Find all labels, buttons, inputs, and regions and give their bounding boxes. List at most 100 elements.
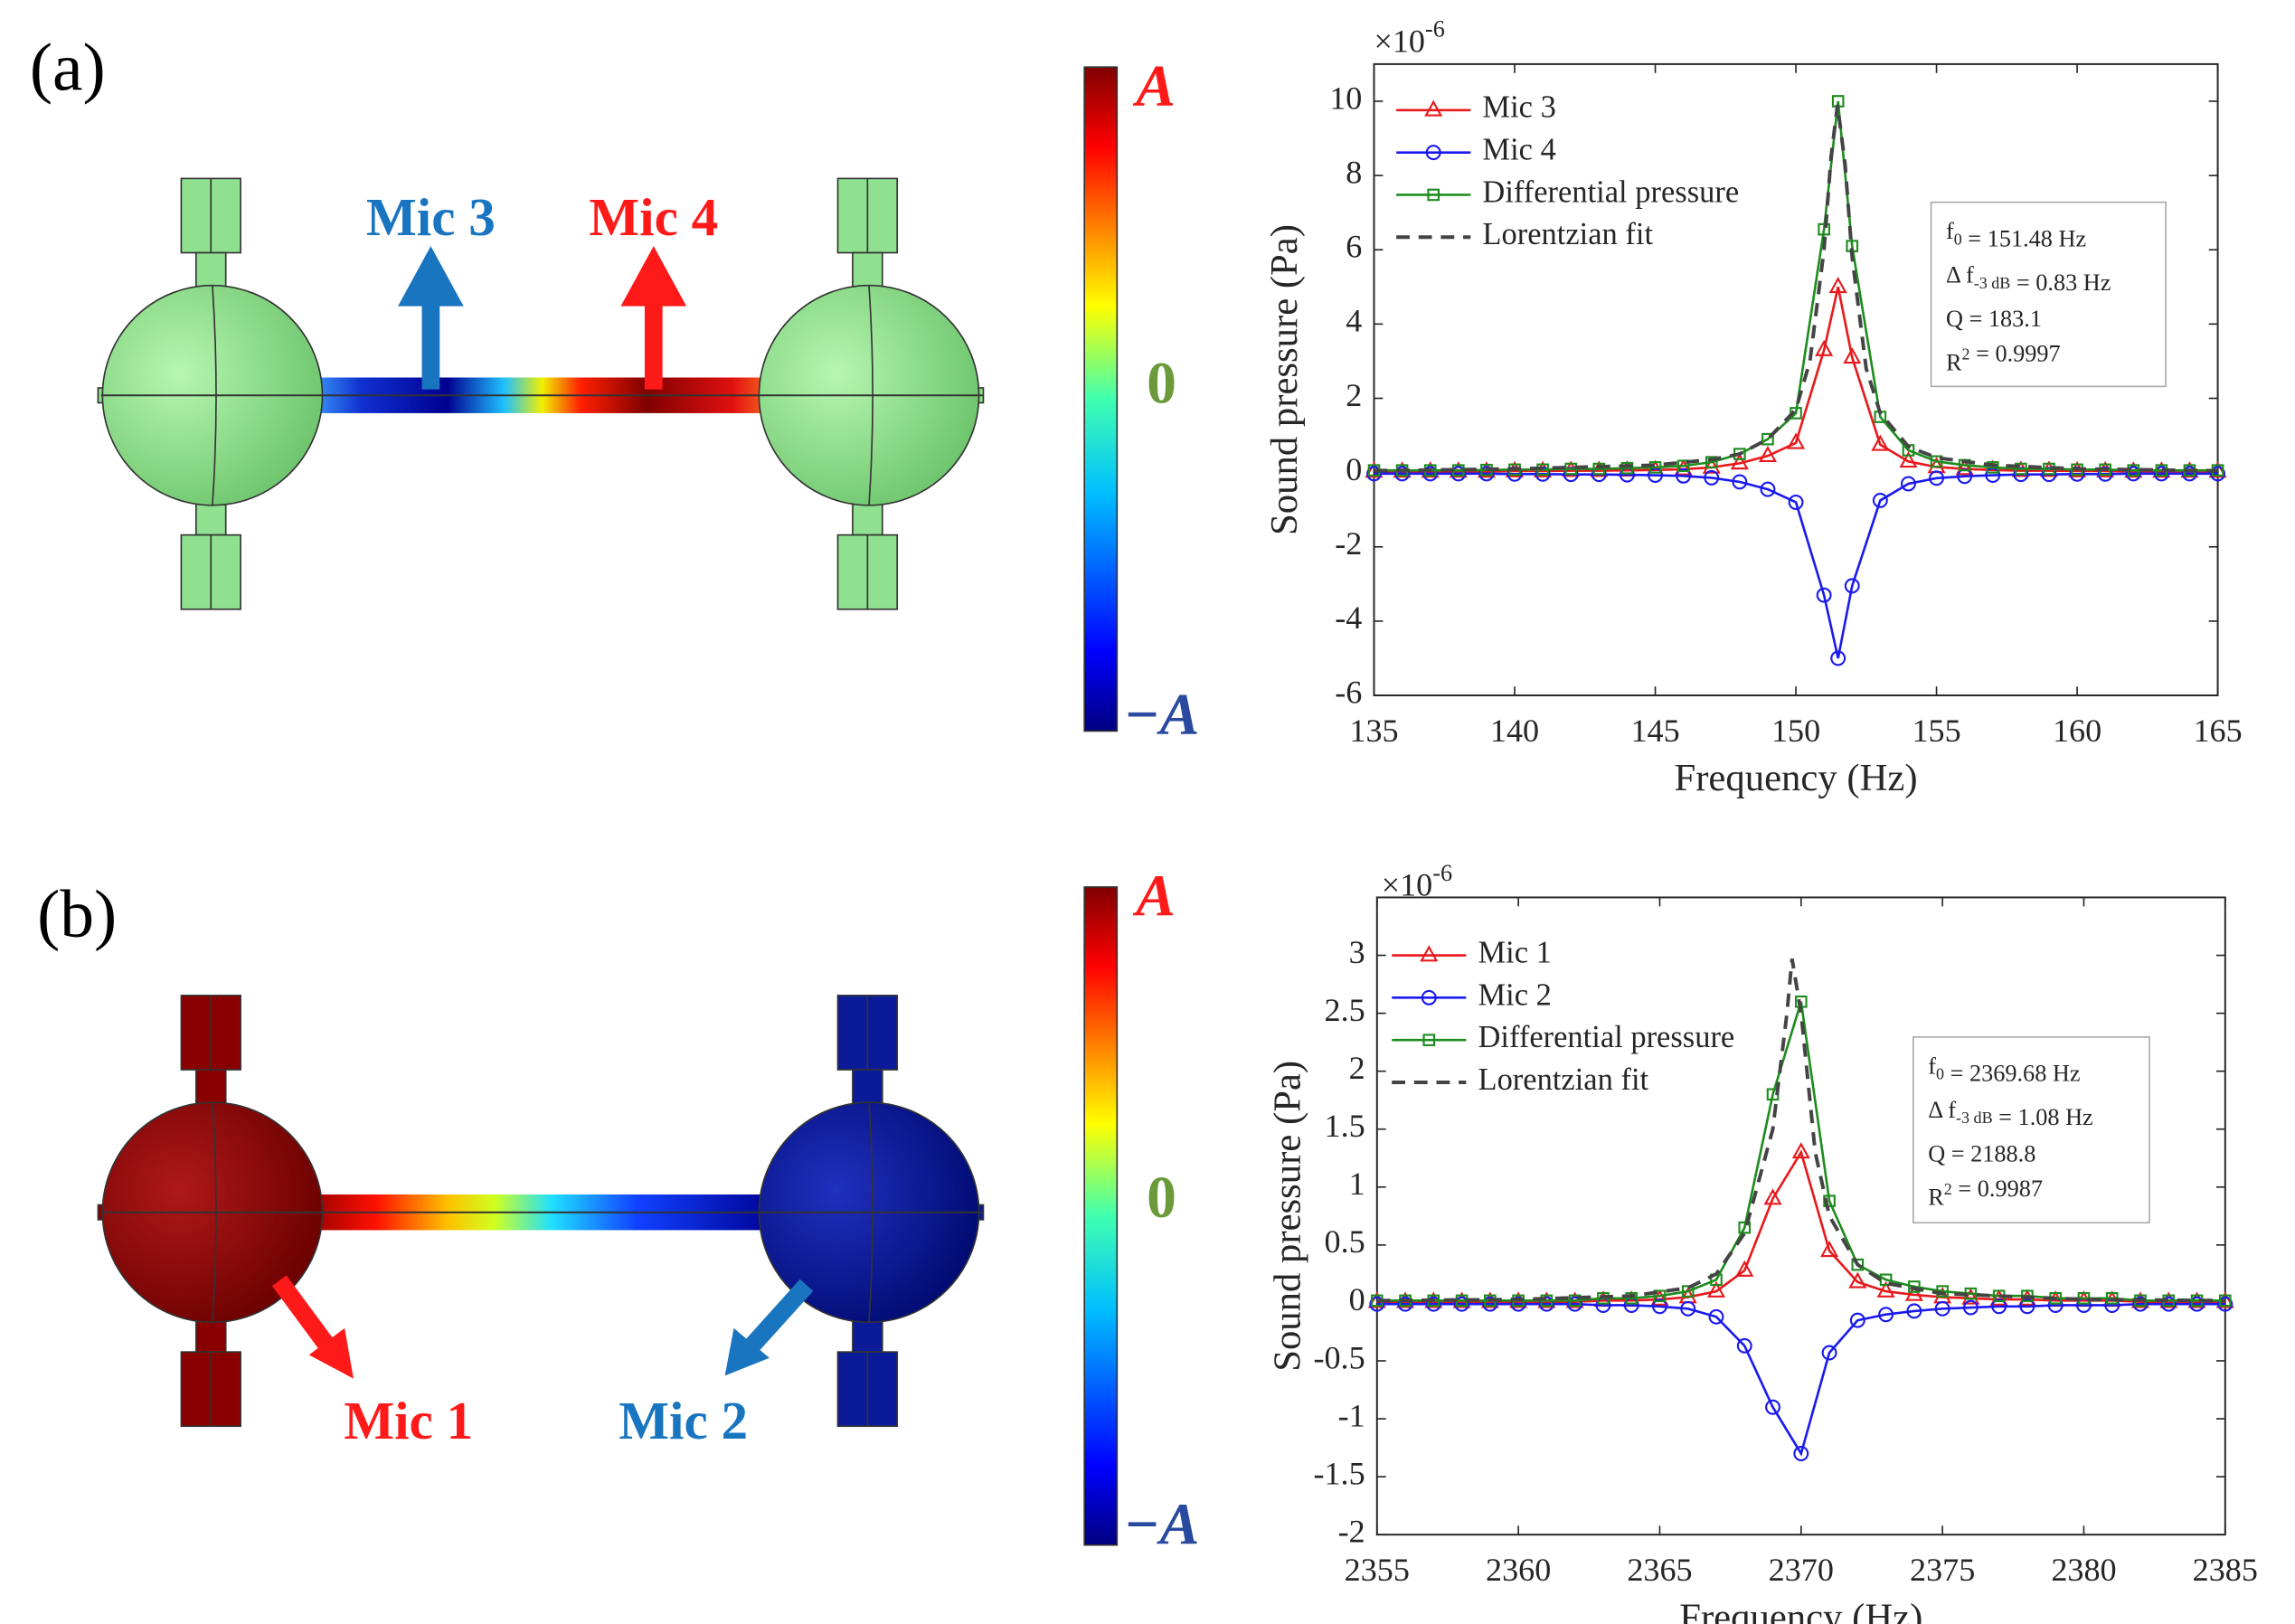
marker <box>1816 587 1832 603</box>
y-axis-label: Sound pressure (Pa) <box>1263 224 1306 535</box>
marker <box>1760 481 1776 497</box>
marker <box>1900 476 1916 492</box>
x-tick-label: 2365 <box>1627 1552 1692 1588</box>
marker <box>2218 1294 2232 1308</box>
legend-label: Mic 4 <box>1482 133 1555 167</box>
marker <box>1961 1288 1980 1305</box>
annotation-text: f <box>1946 218 1954 244</box>
annotation-line: R2 = 0.9987 <box>1928 1176 2043 1211</box>
y-tick-label: 2 <box>1349 1050 1365 1086</box>
model-a <box>97 177 985 610</box>
multiplier-base: ×10 <box>1374 24 1426 60</box>
marker <box>1991 1298 2007 1315</box>
panel-label: (b) <box>37 877 117 952</box>
marker <box>1791 1142 1810 1159</box>
y-tick-label: 3 <box>1349 934 1365 970</box>
colorbar <box>1083 886 1119 1546</box>
marker <box>1704 469 1720 486</box>
marker <box>1763 1188 1782 1205</box>
marker <box>1680 1300 1696 1317</box>
marker <box>2097 466 2113 482</box>
annotation-text: = 1.08 Hz <box>1993 1104 2093 1130</box>
marker <box>1758 445 1777 462</box>
marker <box>1369 1296 1385 1312</box>
panel-label: (a) <box>30 31 106 106</box>
marker <box>1706 1280 1726 1298</box>
annotation-text: = 0.9997 <box>1970 341 2061 367</box>
x-tick-label: 155 <box>1912 713 1960 749</box>
marker <box>1425 1296 1441 1312</box>
annotation-line: Δ f-3 dB = 0.83 Hz <box>1946 262 2111 296</box>
marker <box>2189 1296 2205 1312</box>
marker <box>2125 466 2141 482</box>
colorbar-min: −A <box>1124 682 1200 748</box>
annotation-text: R <box>1928 1185 1944 1211</box>
marker <box>1962 1299 1979 1316</box>
marker <box>1454 1296 1470 1312</box>
y-tick-label: 0.5 <box>1325 1223 1365 1260</box>
x-tick-label: 2360 <box>1486 1552 1551 1588</box>
legend-label: Lorentzian fit <box>1482 217 1653 251</box>
marker <box>1702 457 1721 474</box>
marker <box>1538 1296 1554 1312</box>
annotation-line: Q = 183.1 <box>1946 306 2042 332</box>
y-tick-label: -6 <box>1335 674 1362 710</box>
marker <box>1821 1345 1837 1361</box>
marker <box>1394 466 1411 482</box>
legend-label: Differential pressure <box>1482 175 1739 209</box>
annotation-box <box>1930 201 2167 388</box>
annotation-sup: 2 <box>1961 345 1969 364</box>
marker <box>2132 1296 2149 1312</box>
marker <box>1820 1241 1839 1258</box>
marker <box>2182 466 2197 482</box>
marker <box>2217 1296 2234 1312</box>
marker <box>1736 1337 1752 1354</box>
marker <box>1652 1298 1667 1315</box>
marker <box>1899 451 1918 468</box>
y-tick-label: -4 <box>1335 600 1362 636</box>
y-tick-label: 1 <box>1349 1166 1365 1202</box>
marker <box>1482 1296 1498 1312</box>
y-tick-label: 6 <box>1346 229 1362 265</box>
y-tick-label: -2 <box>1338 1513 1365 1549</box>
y-tick-label: 0 <box>1346 451 1362 487</box>
annotation-text: = 0.9987 <box>1952 1176 2043 1202</box>
marker <box>1904 1284 1923 1301</box>
marker <box>1989 1289 2008 1306</box>
legend-label: Mic 1 <box>1478 935 1552 969</box>
marker <box>1830 650 1846 666</box>
marker <box>1625 1291 1639 1305</box>
x-axis-label: Frequency (Hz) <box>1674 757 1917 799</box>
legend-marker <box>1424 99 1443 117</box>
x-tick-label: 2355 <box>1345 1552 1410 1588</box>
y-tick-label: -1.5 <box>1313 1455 1365 1491</box>
marker <box>1787 432 1806 449</box>
marker <box>1876 1280 1895 1298</box>
colorbar-min: −A <box>1124 1491 1200 1557</box>
marker <box>1906 1303 1922 1319</box>
mic-label: Mic 3 <box>366 187 496 247</box>
marker <box>1765 1399 1780 1415</box>
colorbar-zero: 0 <box>1147 351 1176 417</box>
colorbar-max: A <box>1132 53 1176 119</box>
marker <box>1871 434 1890 451</box>
marker <box>1818 222 1830 236</box>
marker <box>1510 1296 1526 1312</box>
marker <box>1653 1289 1667 1303</box>
marker <box>1397 1296 1413 1312</box>
marker <box>1828 277 1847 294</box>
y-tick-label: -0.5 <box>1313 1339 1365 1375</box>
marker <box>1878 1307 1894 1323</box>
marker <box>1650 1289 1669 1306</box>
marker <box>1851 1258 1865 1271</box>
marker <box>2019 1298 2035 1315</box>
annotation-text: = 151.48 Hz <box>1962 225 2086 251</box>
mic-label: Mic 4 <box>589 187 718 247</box>
series-line <box>1376 958 2225 1303</box>
marker <box>1708 1308 1724 1325</box>
multiplier: ×10-6 <box>1382 860 1452 903</box>
x-tick-label: 2380 <box>2051 1552 2116 1588</box>
legend-marker <box>1421 989 1437 1006</box>
